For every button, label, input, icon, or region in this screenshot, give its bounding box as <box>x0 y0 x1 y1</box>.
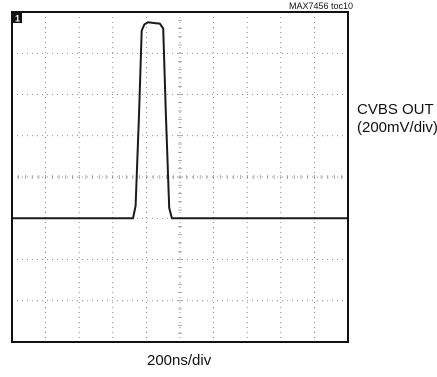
trace-layer <box>12 21 348 220</box>
time-scale-label: 200ns/div <box>147 352 212 369</box>
channel-marker-group: 1 <box>13 13 22 24</box>
grid <box>11 11 349 343</box>
figure-id-label: MAX7456 toc10 <box>288 1 353 11</box>
channel-name: CVBS OUT <box>357 101 434 119</box>
channel-scale-label: CVBS OUT (200mV/div) <box>357 101 437 137</box>
channel-marker-box <box>13 13 22 23</box>
plot-frame <box>11 11 349 343</box>
waveform-trace <box>12 21 348 220</box>
channel-marker-text: 1 <box>15 14 20 24</box>
channel-scale: (200mV/div) <box>357 119 437 137</box>
